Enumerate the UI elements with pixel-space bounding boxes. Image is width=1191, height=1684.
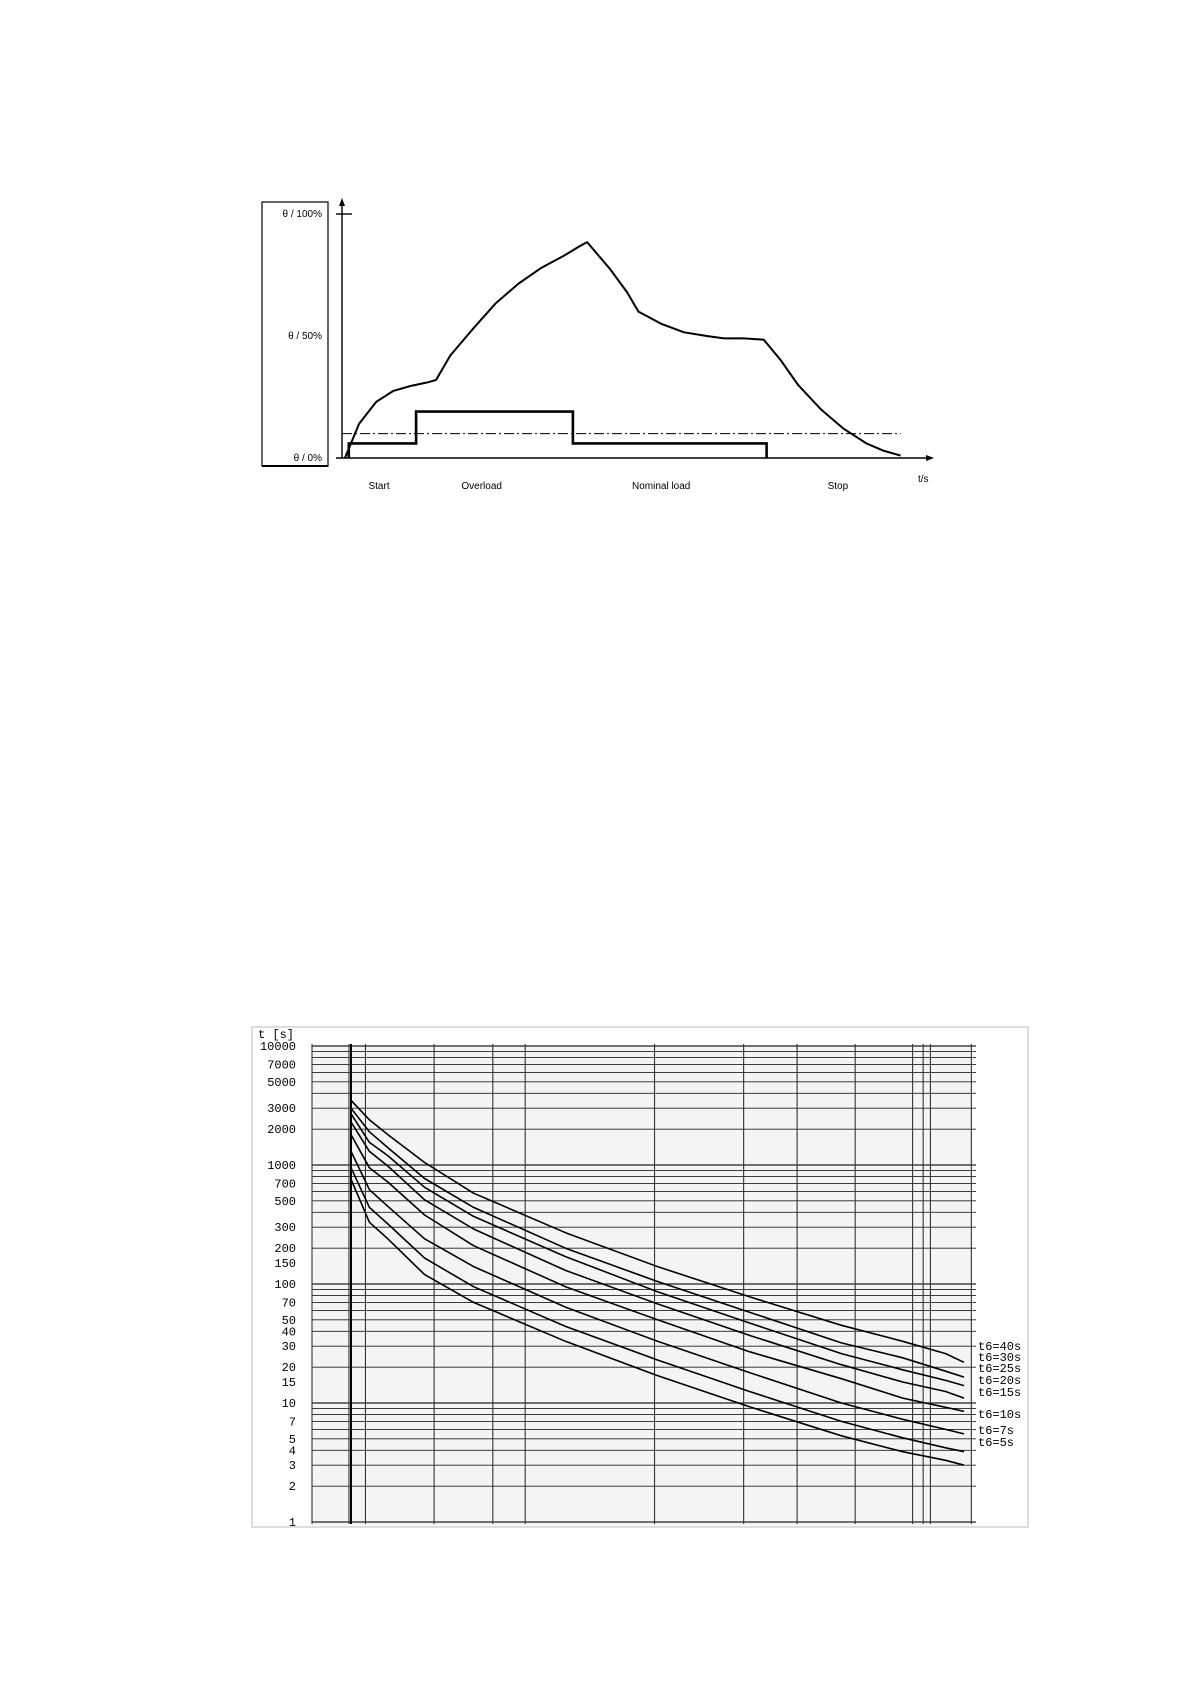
y-tick-label: 200 — [274, 1242, 296, 1256]
temperature-line — [343, 241, 901, 459]
series-line — [350, 1052, 965, 1453]
series-line — [350, 1052, 965, 1435]
load-line — [347, 410, 768, 458]
x-axis-arrow-icon — [926, 455, 934, 461]
series-line — [350, 1052, 965, 1413]
series-line — [350, 1052, 965, 1364]
series-line — [350, 1052, 965, 1466]
series-line — [350, 1052, 965, 1387]
y-axis-arrow-icon — [339, 198, 345, 206]
series-label: t6=7s — [978, 1424, 1014, 1438]
y-tick-label: θ / 0% — [294, 453, 322, 464]
y-tick-label: 7 — [289, 1415, 296, 1429]
y-tick-label: 150 — [274, 1257, 296, 1271]
y-tick-label: 20 — [282, 1361, 296, 1375]
y-tick-label: 3 — [289, 1459, 296, 1473]
y-tick-label: 300 — [274, 1221, 296, 1235]
y-tick-label: 2 — [289, 1480, 296, 1494]
y-tick-label: 50 — [282, 1314, 296, 1328]
series-label: t6=5s — [978, 1436, 1014, 1450]
y-tick-label: 15 — [282, 1376, 296, 1390]
y-tick-label: 500 — [274, 1195, 296, 1209]
y-tick-label: 70 — [282, 1296, 296, 1310]
thermal-chart: θ / 100% θ / 50% θ / 0% t/s Start Overload N… — [261, 198, 934, 492]
y-axis-label: t [s] — [258, 1028, 294, 1042]
y-tick-label: 30 — [282, 1340, 296, 1354]
y-tick-label: θ / 50% — [288, 331, 322, 342]
y-tick-label: 700 — [274, 1177, 296, 1191]
y-tick-label: 1 — [289, 1516, 296, 1530]
y-tick-label: 10 — [282, 1397, 296, 1411]
series-label: t6=15s — [978, 1386, 1021, 1400]
y-tick-label: 4 — [289, 1444, 296, 1458]
y-tick-label: 5 — [289, 1433, 296, 1447]
y-tick-label: θ / 100% — [283, 209, 323, 220]
y-tick-label: 10000 — [260, 1040, 296, 1054]
y-tick-label: 5000 — [267, 1076, 296, 1090]
y-tick-label: 3000 — [267, 1102, 296, 1116]
y-tick-label: 40 — [282, 1325, 296, 1339]
phase-label: Start — [368, 481, 389, 492]
plot-area — [312, 1045, 972, 1525]
x-axis-label: t/s — [918, 474, 929, 485]
series-line — [350, 1052, 965, 1378]
phase-label: Stop — [828, 481, 849, 492]
series-label: t6=25s — [978, 1362, 1021, 1376]
y-tick-label: 100 — [274, 1278, 296, 1292]
y-tick-label: 1000 — [267, 1159, 296, 1173]
y-tick-label: 7000 — [267, 1058, 296, 1072]
series-line — [350, 1052, 965, 1399]
series-label: t6=40s — [978, 1340, 1021, 1354]
y-tick-label: 2000 — [267, 1123, 296, 1137]
phase-label: Overload — [461, 481, 502, 492]
series-label: t6=10s — [978, 1408, 1021, 1422]
phase-label: Nominal load — [632, 481, 690, 492]
series-label: t6=20s — [978, 1374, 1021, 1388]
tripping-curve-chart: 1000070005000300020001000700500300200150… — [251, 1026, 1029, 1530]
series-label: t6=30s — [978, 1351, 1021, 1365]
